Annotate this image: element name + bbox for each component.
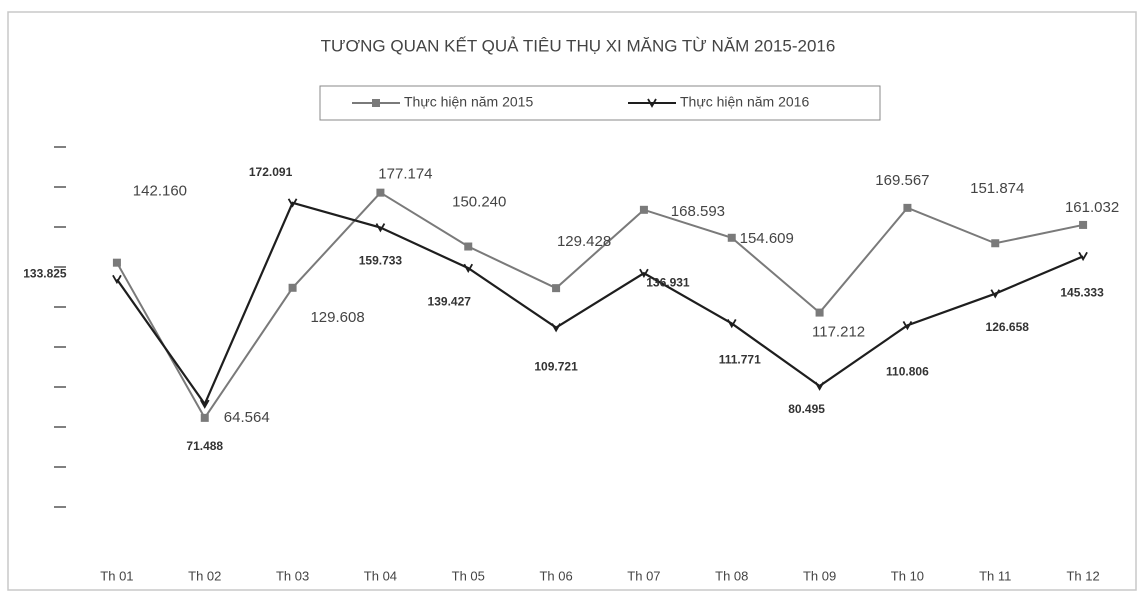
data-label: 126.658	[986, 320, 1030, 334]
data-label: 129.608	[310, 309, 364, 326]
legend-label: Thực hiện năm 2016	[680, 94, 809, 110]
marker	[288, 283, 297, 292]
marker	[990, 289, 1001, 299]
legend-marker	[647, 98, 657, 108]
marker	[287, 198, 298, 208]
data-label: 161.032	[1065, 199, 1119, 216]
x-tick-label: Th 05	[452, 568, 485, 583]
series-line	[116, 201, 1084, 407]
marker	[199, 399, 210, 409]
marker	[727, 233, 736, 242]
marker	[375, 223, 386, 233]
marker	[1079, 220, 1088, 229]
marker	[903, 203, 912, 212]
data-label: 169.567	[875, 172, 929, 189]
marker	[639, 268, 649, 278]
data-label: 133.825	[23, 267, 67, 281]
marker	[639, 205, 648, 214]
marker	[726, 319, 737, 329]
marker	[112, 258, 121, 267]
data-label: 177.174	[378, 166, 432, 183]
marker	[112, 274, 122, 285]
marker	[376, 188, 385, 197]
data-label: 111.771	[719, 353, 761, 367]
x-tick-label: Th 09	[803, 568, 836, 583]
data-label: 168.593	[671, 203, 725, 220]
data-label: 150.240	[452, 193, 506, 210]
data-label: 159.733	[359, 254, 403, 268]
data-label: 145.333	[1060, 286, 1104, 300]
data-label: 129.428	[557, 233, 611, 250]
data-label: 151.874	[970, 180, 1024, 197]
data-label: 110.806	[886, 365, 929, 379]
marker	[551, 323, 561, 333]
data-label: 71.488	[186, 439, 223, 453]
data-label: 136.931	[646, 275, 690, 289]
x-tick-label: Th 10	[891, 568, 924, 583]
marker	[991, 239, 1000, 248]
marker	[463, 263, 474, 273]
x-tick-label: Th 01	[100, 568, 133, 583]
data-label: 142.160	[133, 183, 187, 200]
legend-marker	[372, 99, 380, 107]
x-tick-label: Th 08	[715, 568, 748, 583]
marker	[200, 413, 209, 422]
data-label: 139.427	[428, 294, 472, 308]
chart-title: TƯƠNG QUAN KẾT QUẢ TIÊU THỤ XI MĂNG TỪ N…	[321, 36, 836, 55]
chart-frame	[7, 11, 1137, 591]
x-tick-label: Th 12	[1066, 568, 1099, 583]
marker	[464, 242, 473, 251]
legend-label: Thực hiện năm 2015	[404, 94, 533, 110]
data-label: 64.564	[224, 409, 270, 426]
data-label: 154.609	[740, 230, 794, 247]
x-tick-label: Th 03	[276, 568, 309, 583]
data-label: 172.091	[249, 165, 293, 179]
marker	[1078, 251, 1088, 262]
x-tick-label: Th 06	[539, 568, 572, 583]
x-tick-label: Th 02	[188, 568, 221, 583]
marker	[815, 308, 824, 317]
marker	[552, 284, 561, 293]
data-label: 80.495	[788, 402, 825, 416]
data-label: 109.721	[534, 360, 578, 374]
marker	[814, 381, 825, 391]
x-tick-label: Th 07	[627, 568, 660, 583]
legend-box	[319, 85, 881, 121]
x-tick-label: Th 04	[364, 568, 397, 583]
series-line	[116, 191, 1084, 420]
marker	[902, 320, 913, 331]
data-label: 117.212	[812, 324, 865, 341]
x-tick-label: Th 11	[979, 568, 1011, 583]
